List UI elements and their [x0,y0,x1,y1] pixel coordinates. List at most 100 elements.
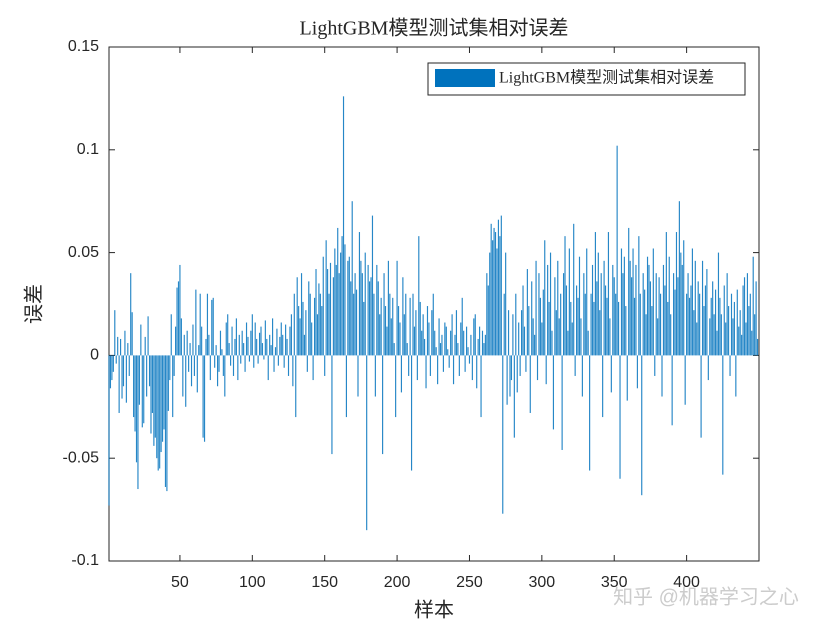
bar [429,355,431,376]
bar [287,355,290,376]
bar [347,260,349,356]
bar [691,248,693,356]
bar [565,285,568,356]
bar [693,310,695,356]
bar [732,318,734,356]
bar [439,343,442,356]
bar [468,355,471,364]
bar [500,215,502,356]
bar [457,343,459,356]
bar [671,355,673,426]
bar [193,355,195,376]
bar [421,330,423,356]
bar [670,314,672,356]
bar [292,355,294,387]
bar [496,248,498,356]
bar [694,260,696,356]
bar [535,260,537,356]
bar [486,273,488,356]
bar [425,355,427,389]
bar [354,273,356,356]
bar [713,314,715,356]
bar [688,297,691,356]
bar [428,322,430,356]
bar [493,227,495,356]
y-tick-label: 0.1 [77,141,99,158]
bar [620,248,623,356]
bar [357,355,359,397]
bar [244,355,246,372]
bar [460,322,462,356]
bar [182,355,184,397]
bar [166,355,168,492]
bar [382,355,384,455]
bar [148,355,151,387]
bar [756,338,759,356]
bar [400,355,403,393]
bar [497,219,499,356]
bar [270,345,272,356]
bar [687,273,689,356]
bar [228,343,230,356]
bar [395,355,397,418]
bar [337,227,339,356]
bar [554,277,556,356]
bar [293,293,295,356]
bar [587,330,589,356]
bar [632,248,634,356]
bar [426,306,429,356]
bar [678,201,680,356]
bar [298,306,300,356]
bar [562,273,565,356]
bar [437,355,439,385]
bar [216,355,219,387]
bar [350,281,352,356]
bar [631,277,633,356]
bar [576,285,578,356]
bar [274,347,277,356]
bar [300,273,303,356]
bar [701,260,704,356]
bar [549,252,552,356]
bar [749,293,751,356]
bar [548,301,550,356]
bar [567,330,569,356]
bar [296,277,298,356]
bar [376,264,378,356]
bar [641,355,643,496]
bar [654,355,656,376]
bar [704,285,707,356]
bar [269,334,271,356]
x-tick-label: 100 [239,574,266,591]
bar [112,355,114,372]
bar [192,324,194,356]
legend-swatch [435,69,495,87]
bar [534,334,536,356]
bar [334,248,336,356]
bar [509,355,511,397]
bar [610,355,612,393]
bar [529,355,531,413]
bar [512,314,514,356]
bar [628,227,630,356]
bar [396,260,398,356]
bar [419,301,421,356]
bar [746,273,748,356]
bar [494,232,497,356]
bar [451,314,453,356]
bar [397,306,400,356]
bar [683,240,685,356]
bar [728,306,730,356]
bar [161,355,164,442]
bar [402,277,404,356]
bar [589,355,591,471]
bar [480,355,482,418]
bar [636,355,638,389]
bar [665,232,667,356]
bar [657,318,659,356]
bar [454,334,456,356]
bar [199,293,201,356]
bar [279,336,281,356]
bar [416,355,418,381]
bar [507,310,510,356]
